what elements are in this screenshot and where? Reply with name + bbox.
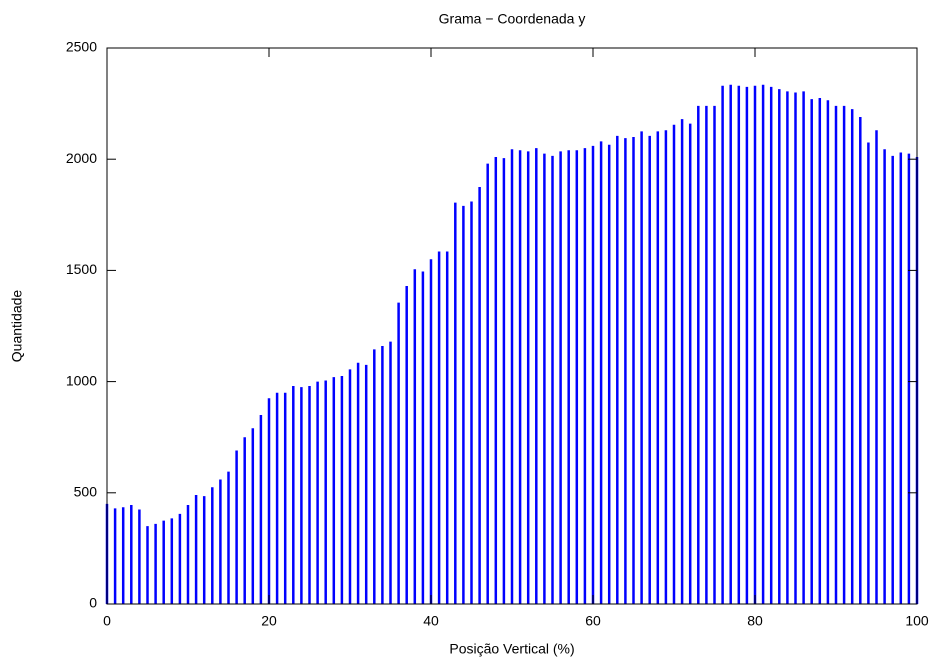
y-tick-label: 2000 (66, 150, 97, 166)
y-tick-label: 1000 (66, 372, 97, 388)
plot-border (106, 47, 918, 605)
x-tick-label: 40 (423, 613, 439, 629)
y-tick-label: 0 (89, 595, 97, 611)
x-tick-label: 0 (103, 613, 111, 629)
x-tick-label: 80 (747, 613, 763, 629)
y-axis-label: Quantidade (9, 290, 25, 363)
x-axis-label: Posição Vertical (%) (449, 641, 574, 657)
x-tick-label: 20 (261, 613, 277, 629)
x-tick-label: 60 (585, 613, 601, 629)
y-tick-label: 2500 (66, 39, 97, 55)
y-tick-label: 1500 (66, 261, 97, 277)
x-tick-label: 100 (905, 613, 929, 629)
y-tick-label: 500 (74, 484, 98, 500)
chart-title: Grama − Coordenada y (439, 11, 586, 27)
